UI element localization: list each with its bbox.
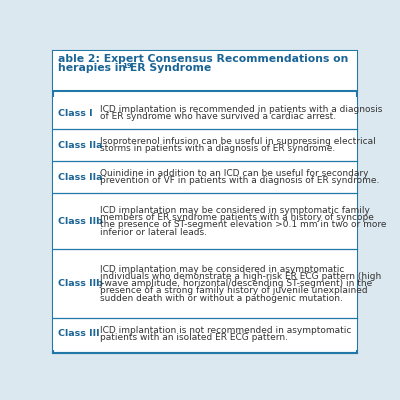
Text: individuals who demonstrate a high-risk ER ECG pattern (high: individuals who demonstrate a high-risk …: [100, 272, 381, 281]
Bar: [53, 318, 357, 350]
Text: ICD implantation is recommended in patients with a diagnosis: ICD implantation is recommended in patie…: [100, 105, 382, 114]
Text: Class IIb: Class IIb: [58, 217, 103, 226]
Text: inferior or lateral leads.: inferior or lateral leads.: [100, 228, 206, 237]
Text: sudden death with or without a pathogenic mutation.: sudden death with or without a pathogeni…: [100, 294, 342, 303]
Text: ICD implantation may be considered in asymptomatic: ICD implantation may be considered in as…: [100, 264, 344, 274]
Text: Class I: Class I: [58, 109, 92, 118]
Text: storms in patients with a diagnosis of ER syndrome.: storms in patients with a diagnosis of E…: [100, 144, 335, 153]
Bar: [53, 193, 357, 250]
Text: ICD implantation is not recommended in asymptomatic: ICD implantation is not recommended in a…: [100, 326, 351, 335]
Text: prevention of VF in patients with a diagnosis of ER syndrome.: prevention of VF in patients with a diag…: [100, 176, 379, 185]
Text: Class IIa: Class IIa: [58, 173, 102, 182]
Text: ICD implantation may be considered in symptomatic family: ICD implantation may be considered in sy…: [100, 206, 370, 215]
Text: Class IIa: Class IIa: [58, 141, 102, 150]
Text: 19: 19: [122, 63, 132, 69]
Text: Isoproterenol infusion can be useful in suppressing electrical: Isoproterenol infusion can be useful in …: [100, 137, 375, 146]
Text: the presence of ST-segment elevation >0.1 mm in two or more: the presence of ST-segment elevation >0.…: [100, 220, 386, 230]
Bar: [53, 51, 357, 91]
Text: able 2: Expert Consensus Recommendations on: able 2: Expert Consensus Recommendations…: [58, 54, 348, 64]
Text: of ER syndrome who have survived a cardiac arrest.: of ER syndrome who have survived a cardi…: [100, 112, 336, 122]
Text: herapies in ER Syndrome: herapies in ER Syndrome: [58, 63, 211, 73]
Text: J-wave amplitude, horizontal/descending ST-segment) in the: J-wave amplitude, horizontal/descending …: [100, 279, 373, 288]
Bar: [53, 97, 357, 129]
Bar: [53, 250, 357, 318]
Bar: [53, 161, 357, 193]
Bar: [53, 129, 357, 161]
Text: patients with an isolated ER ECG pattern.: patients with an isolated ER ECG pattern…: [100, 333, 288, 342]
Text: members of ER syndrome patients with a history of syncope: members of ER syndrome patients with a h…: [100, 213, 374, 222]
Text: presence of a strong family history of juvenile unexplained: presence of a strong family history of j…: [100, 286, 367, 296]
Text: Class IIb: Class IIb: [58, 279, 103, 288]
Text: Class III: Class III: [58, 329, 99, 338]
Text: Quinidine in addition to an ICD can be useful for secondary: Quinidine in addition to an ICD can be u…: [100, 169, 368, 178]
